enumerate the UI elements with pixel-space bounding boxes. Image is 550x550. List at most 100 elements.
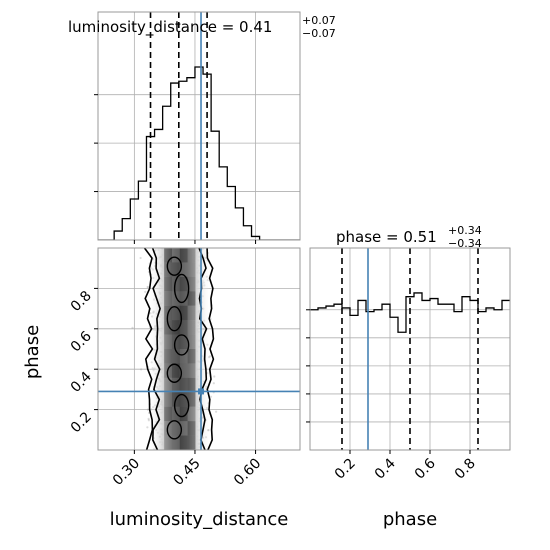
contour-blob	[166, 256, 183, 276]
sample-point	[144, 290, 147, 293]
density-cell	[179, 377, 188, 393]
x-tick-label: 0.2	[332, 456, 359, 483]
density-cell	[171, 305, 180, 321]
x-tick-label: 0.60	[231, 456, 264, 489]
density-cell	[164, 276, 172, 292]
contour-blob	[166, 306, 183, 332]
density-cell	[171, 363, 180, 378]
density-cell	[179, 262, 188, 277]
contour-blob	[173, 393, 190, 418]
density-cell	[171, 377, 180, 393]
density-cell	[187, 305, 196, 321]
y-tick-label: 0.6	[68, 328, 95, 355]
density-cell	[187, 349, 196, 364]
tick-marks	[306, 309, 471, 454]
title-phase: phase = 0.51	[336, 228, 437, 246]
density-cell	[179, 392, 188, 407]
y-tick-labels-phase: 0.2 0.4 0.6 0.8	[68, 288, 95, 436]
contour-line	[206, 248, 215, 450]
sample-point	[212, 382, 215, 385]
panel-phase-hist: phase = 0.51 +0.34 −0.34	[306, 224, 511, 454]
density-cell	[179, 320, 188, 335]
density-cell	[179, 349, 188, 364]
density-cell	[187, 334, 196, 349]
title-sub: −0.34	[448, 237, 482, 250]
density-cell	[179, 305, 188, 321]
xlabel-phase: phase	[383, 509, 437, 530]
title-main: luminosity_distance = 0.41	[68, 18, 272, 37]
density-cell	[164, 334, 172, 349]
density-cell	[179, 421, 188, 436]
density-cell	[171, 421, 180, 436]
x-tick-label: 0.30	[110, 456, 143, 489]
density-cell	[164, 349, 172, 364]
axes-frame	[309, 247, 511, 451]
y-tick-label: 0.2	[68, 409, 95, 436]
density-cell	[179, 291, 188, 306]
density-cell	[171, 320, 180, 335]
histogram-step	[98, 66, 300, 240]
histogram-step	[310, 292, 510, 333]
y-tick-label: 0.4	[68, 369, 95, 396]
title-main: phase = 0.51	[336, 228, 437, 246]
density-cell	[179, 248, 188, 263]
title-sub: −0.07	[302, 27, 336, 40]
sample-point	[215, 410, 218, 413]
x-tick-label: 0.45	[170, 456, 203, 489]
density-cell	[164, 320, 172, 335]
density-cell	[187, 320, 196, 335]
density-cell	[164, 406, 172, 422]
density-cell	[187, 435, 196, 450]
tick-marks	[94, 287, 257, 454]
panel-joint-2d	[94, 247, 301, 454]
quantile-lines	[149, 12, 208, 240]
title-luminosity-distance: luminosity_distance = 0.41	[68, 18, 272, 37]
density-cell	[171, 349, 180, 364]
density-cell	[187, 377, 196, 393]
tick-marks	[94, 94, 257, 244]
x-tick-labels-phase: 0.2 0.4 0.6 0.8	[332, 455, 479, 482]
truth-point	[198, 388, 205, 395]
contour-line	[151, 248, 161, 450]
sample-point	[146, 408, 149, 411]
contour-blob	[166, 363, 183, 383]
xlabel-luminosity-distance: luminosity_distance	[110, 509, 289, 530]
contour-line	[143, 248, 154, 450]
sample-point	[146, 426, 149, 429]
density-cell	[164, 248, 172, 263]
density-cell	[164, 291, 172, 306]
density-cell	[187, 276, 196, 292]
density-cell	[179, 406, 188, 422]
density-cell	[171, 276, 180, 292]
density-cell	[164, 435, 172, 450]
grid-lines	[98, 12, 300, 240]
grid-lines	[310, 248, 510, 450]
density-cell	[171, 262, 180, 277]
panel-luminosity-distance-hist: luminosity_distance = 0.41 +0.07 −0.07	[68, 11, 336, 244]
x-tick-labels-luminosity-distance: 0.30 0.45 0.60	[110, 456, 265, 489]
density-cell	[179, 435, 188, 450]
density-cell	[187, 421, 196, 436]
density-cell	[171, 435, 180, 450]
x-tick-label: 0.6	[412, 455, 439, 482]
density-cell	[187, 392, 196, 407]
x-tick-label: 0.8	[452, 456, 479, 483]
sample-point	[213, 375, 216, 378]
density-cell	[187, 363, 196, 378]
contour-blob	[173, 334, 190, 356]
density-cell	[187, 262, 196, 277]
sample-point	[146, 285, 149, 289]
density-cell	[164, 392, 172, 407]
density-cell	[164, 377, 172, 393]
sample-point	[139, 256, 142, 260]
density-cell	[179, 334, 188, 349]
y-tick-label: 0.8	[68, 288, 95, 315]
density-cell	[171, 291, 180, 306]
ylabel-phase: phase	[22, 325, 43, 379]
density-cell	[187, 248, 196, 263]
axes-frame	[97, 11, 301, 241]
x-tick-label: 0.4	[372, 455, 399, 482]
density-cell	[171, 248, 180, 263]
title-sup: +0.07	[302, 14, 336, 27]
